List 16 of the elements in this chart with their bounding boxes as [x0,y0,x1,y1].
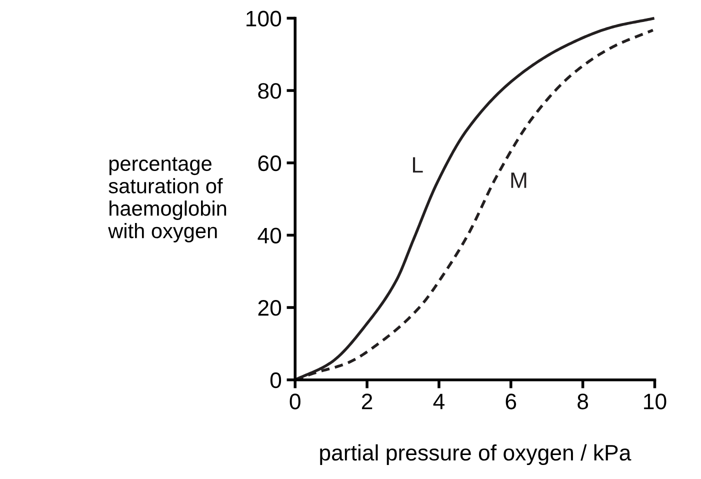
x-tick-label: 0 [290,394,300,410]
x-tick-label: 6 [506,394,516,410]
y-tick-label: 80 [258,83,282,99]
y-tick-label: 60 [258,155,282,172]
y-axis-title: percentage saturation of haemoglobin with oxygen [108,157,226,242]
series-label: M [511,172,526,188]
x-tick-label: 10 [644,394,666,410]
x-axis-title: partial pressure of oxygen / kPa [320,444,632,466]
series-label: L [413,157,423,173]
x-tick-label: 8 [578,394,588,410]
y-tick-label: 20 [258,300,282,316]
x-tick-label: 4 [433,394,444,410]
y-tick-label: 40 [258,228,282,244]
y-tick-label: 0 [270,372,282,388]
x-tick-label: 2 [362,394,372,410]
y-tick-label: 100 [246,10,282,26]
